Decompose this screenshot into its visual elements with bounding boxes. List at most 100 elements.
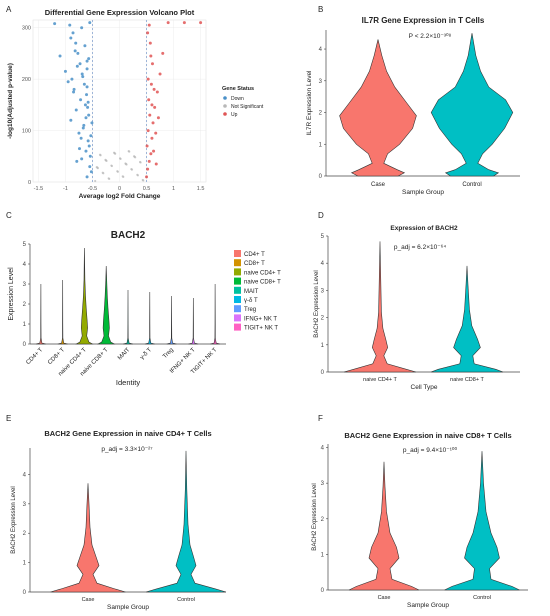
volcano-point-up: [146, 31, 150, 35]
volcano-point-up: [149, 54, 153, 58]
volcano-legend-swatch: [223, 96, 227, 100]
bach2-identity-legend-entry: γ-δ T: [244, 298, 258, 304]
volcano-point-up: [148, 41, 152, 45]
bach2-identity-xtick-label: CD8+ T: [47, 347, 66, 366]
il7r-ytick-label: 0: [319, 174, 323, 180]
volcano-point-not-significant: [104, 158, 107, 161]
volcano-point-down: [87, 113, 91, 117]
volcano-point-up: [156, 116, 160, 120]
bach2-identity-legend-entry: TIGIT+ NK T: [244, 326, 278, 332]
bach2-identity-ylabel: Expression Level: [8, 267, 15, 321]
volcano-point-up: [146, 77, 150, 81]
bach2-identity-ytick-label: 4: [23, 262, 27, 268]
bach2-identity-legend-swatch: [234, 286, 241, 294]
il7r-ytick-label: 3: [319, 79, 323, 85]
volcano-point-down: [85, 59, 89, 63]
bach2-identity-violin: [123, 289, 133, 345]
panel-e-ytick-label: 0: [23, 590, 27, 596]
bach2-identity-legend-entry: CD8+ T: [244, 261, 265, 267]
panel-d-violin: [430, 265, 504, 373]
il7r-violin-control: [430, 33, 514, 177]
volcano-point-up: [152, 149, 156, 153]
volcano-point-down: [84, 116, 88, 120]
panel-e-ytick-label: 4: [23, 472, 27, 478]
panel-letter-B: B: [318, 5, 323, 14]
volcano-point-down: [74, 108, 78, 112]
volcano-point-not-significant: [98, 153, 102, 156]
bach2-identity-violin: [96, 265, 116, 345]
volcano-legend-entry: Down: [231, 96, 244, 102]
panel-d-violin: [343, 241, 417, 373]
bach2-identity-violin: [188, 297, 199, 345]
bach2-identity-ytick-label: 3: [23, 282, 27, 288]
volcano-point-not-significant: [136, 173, 139, 176]
bach2-identity-xtick-label: Treg: [162, 347, 175, 360]
panel-f-title: BACH2 Gene Expression in naive CD8+ T Ce…: [344, 431, 511, 440]
volcano-legend-swatch: [223, 104, 227, 108]
volcano-point-up: [199, 21, 203, 25]
volcano-xlabel: Average log2 Fold Change: [79, 193, 161, 200]
volcano-point-not-significant: [95, 165, 98, 169]
panel-f-ylabel: BACH2 Expression Level: [312, 483, 318, 550]
panel-e-xlabel: Sample Group: [107, 604, 149, 611]
volcano-xtick-label: -0.5: [88, 186, 97, 192]
bach2-identity-legend-swatch: [234, 305, 241, 313]
panel-d-ytick-label: 5: [321, 234, 325, 240]
il7r-ytick-label: 1: [319, 142, 323, 148]
volcano-point-down: [83, 103, 87, 107]
volcano-point-not-significant: [127, 150, 130, 153]
panel-f-violin: [348, 461, 420, 591]
volcano-point-not-significant: [124, 162, 127, 165]
volcano-point-down: [73, 49, 77, 53]
bach2-identity-legend-swatch: [234, 314, 241, 322]
volcano-ytick-label: 100: [22, 129, 31, 135]
volcano-point-down: [81, 75, 85, 79]
volcano-point-up: [182, 21, 186, 25]
panel-d-xtick-label: naive CD4+ T: [363, 377, 397, 383]
bach2-identity-ytick-label: 0: [23, 342, 27, 348]
bach2-identity-ytick-label: 5: [23, 242, 27, 248]
volcano-legend-swatch: [223, 112, 227, 116]
volcano-point-not-significant: [121, 175, 124, 178]
panel-d-pvalue-annotation: p_adj = 6.2×10⁻⁶⁴: [394, 244, 446, 251]
bach2-identity-legend-entry: IFNG+ NK T: [244, 316, 277, 322]
volcano-point-not-significant: [138, 160, 142, 164]
volcano-point-up: [150, 136, 154, 140]
volcano-point-down: [83, 44, 87, 48]
panel-e-xtick-label: Control: [177, 597, 195, 603]
volcano-point-down: [89, 170, 93, 174]
volcano-point-up: [154, 162, 158, 166]
volcano-point-up: [149, 82, 153, 86]
il7r-xtick-label: Control: [462, 182, 481, 188]
bach2-identity-legend-swatch: [234, 250, 241, 257]
volcano-point-up: [147, 98, 151, 102]
bach2-identity-legend-swatch: [234, 259, 241, 267]
volcano-point-up: [158, 72, 162, 76]
volcano-point-up: [161, 51, 165, 55]
volcano-point-down: [88, 21, 92, 25]
panel-d-xlabel: Cell Type: [411, 384, 438, 391]
volcano-point-down: [88, 154, 92, 158]
bach2-identity-violin: [35, 283, 46, 345]
bach2-identity-xtick-label: MAIT: [117, 347, 132, 362]
panel-e-ytick-label: 3: [23, 502, 27, 508]
il7r-ylabel: IL7R Expression Level: [306, 70, 313, 136]
bach2-identity-xtick-label: CD4+ T: [25, 347, 44, 366]
volcano-point-down: [69, 118, 73, 122]
volcano-point-up: [147, 159, 151, 163]
volcano-point-up: [150, 62, 154, 66]
volcano-point-not-significant: [118, 157, 122, 160]
volcano-point-up: [166, 21, 170, 25]
volcano-point-down: [75, 159, 79, 163]
bach2-identity-violin: [210, 283, 221, 345]
volcano-xtick-label: 0.5: [143, 186, 151, 192]
volcano-legend-entry: Up: [231, 112, 238, 118]
volcano-xtick-label: -1: [63, 186, 68, 192]
volcano-point-down: [72, 90, 76, 94]
volcano-point-down: [87, 144, 91, 148]
volcano-point-up: [155, 90, 159, 94]
volcano-point-up: [151, 121, 155, 125]
volcano-point-not-significant: [141, 178, 144, 182]
volcano-point-up: [154, 131, 158, 135]
